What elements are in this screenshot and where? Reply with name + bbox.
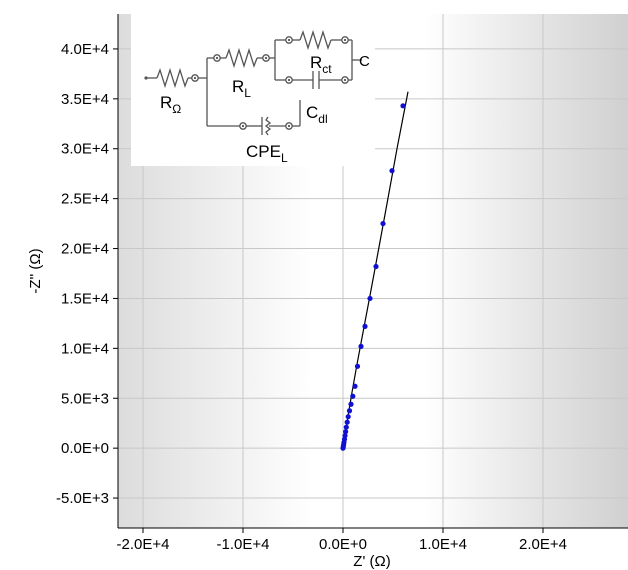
circuit-terminal-label: C — [359, 53, 370, 70]
equivalent-circuit-inset: RΩ RL Rct Cdl CPEL C — [131, 14, 375, 166]
y-tick-label: 4.0E+4 — [61, 41, 109, 58]
y-tick-label: 1.5E+4 — [61, 290, 109, 307]
x-tick-label: 2.0E+4 — [519, 536, 567, 553]
y-tick-label: 2.0E+4 — [61, 241, 109, 258]
y-tick-label: 3.0E+4 — [61, 141, 109, 158]
data-point — [354, 363, 361, 369]
data-point — [342, 433, 348, 439]
circuit-wires — [147, 29, 362, 136]
data-point — [352, 383, 358, 389]
x-tick-label: -1.0E+4 — [217, 536, 270, 553]
data-point — [389, 168, 395, 174]
y-tick-label: 0.0E+0 — [61, 440, 109, 457]
circuit-panel — [131, 14, 375, 166]
data-point — [380, 220, 386, 227]
x-axis-label: Z' (Ω) — [353, 553, 390, 570]
y-tick-label: 5.0E+3 — [61, 390, 109, 407]
circuit-node-dots — [144, 38, 347, 128]
data-point — [350, 393, 356, 399]
y-axis-ticks: -5.0E+3 0.0E+0 5.0E+3 1.0E+4 1.5E+4 2.0E+4 2.5… — [56, 41, 118, 507]
y-tick-label: 3.5E+4 — [61, 91, 109, 108]
y-axis-label: -Z'' (Ω) — [27, 248, 44, 293]
label-r-ct: Rct — [310, 53, 332, 76]
data-point — [344, 419, 350, 425]
y-tick-label: -5.0E+3 — [56, 490, 109, 507]
label-r-omega: RΩ — [160, 93, 181, 116]
data-point — [358, 343, 364, 349]
data-point — [362, 323, 368, 329]
x-tick-label: 1.0E+4 — [419, 536, 467, 553]
x-tick-label: 0.0E+0 — [319, 536, 367, 553]
label-r-l: RL — [232, 77, 251, 100]
x-tick-label: -2.0E+4 — [117, 536, 170, 553]
data-point — [348, 401, 354, 407]
x-axis-ticks: -2.0E+4 -1.0E+4 0.0E+0 1.0E+4 2.0E+4 — [117, 528, 567, 553]
data-point — [373, 263, 379, 270]
data-point — [400, 103, 406, 109]
data-point — [345, 414, 351, 420]
data-series — [340, 91, 409, 451]
label-cpe-l: CPEL — [246, 142, 288, 165]
data-point — [367, 295, 373, 302]
y-tick-label: 1.0E+4 — [61, 340, 109, 357]
data-point — [343, 429, 349, 435]
y-tick-label: 2.5E+4 — [61, 191, 109, 208]
label-c-dl: Cdl — [306, 103, 328, 126]
data-point — [346, 408, 353, 414]
circuit-nodes — [191, 36, 349, 130]
data-point — [343, 424, 349, 430]
